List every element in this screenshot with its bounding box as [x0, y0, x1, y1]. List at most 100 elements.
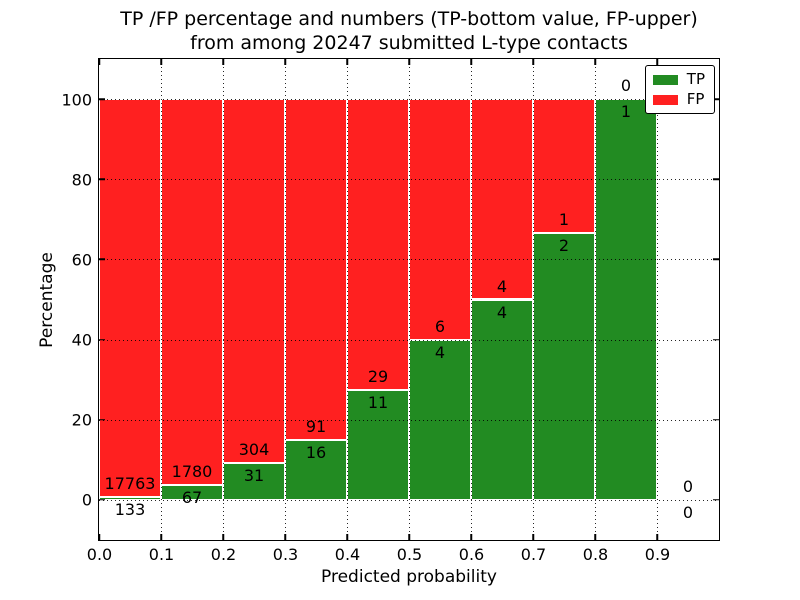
bar-label-tp-3: 16 [305, 442, 327, 462]
x-tick-label-4: 0.4 [334, 545, 361, 564]
x-tick-label-7: 0.7 [520, 545, 547, 564]
y-tick-label-5: 100 [61, 90, 92, 110]
y-tick-right-5 [713, 98, 719, 100]
bar-segment-fp-5 [409, 99, 471, 340]
x-tick-top-9 [656, 59, 658, 65]
bar-segment-fp-1 [161, 99, 223, 486]
x-tick-top-5 [408, 59, 410, 65]
x-tick-label-3: 0.3 [272, 545, 299, 564]
bar-label-tp-2: 31 [243, 465, 265, 485]
bar-segment-tp-6 [471, 299, 533, 500]
gridline-v-3 [285, 59, 286, 540]
y-tick-label-4: 80 [71, 170, 92, 190]
bar-label-fp-4: 29 [367, 366, 389, 386]
legend-item-fp: FP [652, 90, 705, 108]
y-tick-right-0 [713, 499, 719, 501]
bar-segment-tp-0 [99, 496, 161, 500]
legend-label-tp: TP [686, 70, 705, 88]
x-tick-bottom-5 [408, 534, 410, 540]
bar-segment-tp-4 [347, 389, 409, 500]
y-tick-label-0: 0 [81, 490, 92, 510]
y-tick-left-1 [99, 419, 105, 421]
gridline-v-6 [471, 59, 472, 540]
bar-segment-tp-8 [595, 99, 657, 500]
gridline-v-1 [161, 59, 162, 540]
bar-segment-fp-7 [533, 99, 595, 233]
bar-label-fp-7: 1 [558, 209, 570, 229]
x-tick-bottom-4 [346, 534, 348, 540]
x-tick-bottom-7 [532, 534, 534, 540]
bar-label-tp-9: 0 [682, 502, 694, 522]
bar-label-fp-0: 17763 [104, 473, 156, 493]
bar-segment-tp-7 [533, 232, 595, 500]
x-tick-label-1: 0.1 [148, 545, 175, 564]
chart-title-line-2: from among 20247 submitted L-type contac… [190, 32, 628, 54]
gridline-v-2 [223, 59, 224, 540]
bar-label-fp-5: 6 [434, 316, 446, 336]
y-tick-left-5 [99, 98, 105, 100]
x-tick-bottom-3 [284, 534, 286, 540]
bar-label-fp-1: 1780 [171, 462, 213, 482]
bar-segment-fp-4 [347, 99, 409, 390]
chart-title: TP /FP percentage and numbers (TP-bottom… [98, 7, 720, 55]
x-axis-label: Predicted probability [321, 567, 497, 587]
bar-label-tp-1: 67 [181, 488, 203, 508]
x-tick-top-8 [594, 59, 596, 65]
x-tick-top-2 [222, 59, 224, 65]
bar-segment-fp-3 [285, 99, 347, 440]
x-tick-bottom-0 [98, 534, 100, 540]
gridline-v-5 [409, 59, 410, 540]
bar-label-tp-6: 4 [496, 302, 508, 322]
y-tick-left-2 [99, 338, 105, 341]
x-tick-bottom-8 [594, 534, 596, 540]
bar-label-tp-0: 133 [114, 499, 146, 519]
x-tick-label-2: 0.2 [210, 545, 237, 564]
bar-segment-fp-6 [471, 99, 533, 300]
y-tick-label-1: 20 [71, 410, 92, 430]
x-tick-top-1 [160, 59, 162, 65]
gridline-v-7 [533, 59, 534, 540]
x-tick-label-5: 0.5 [396, 545, 423, 564]
bar-label-fp-2: 304 [238, 439, 270, 459]
x-tick-label-0: 0.0 [86, 545, 113, 564]
legend-swatch-fp-icon [652, 94, 678, 105]
gridline-v-8 [595, 59, 596, 540]
bar-label-tp-7: 2 [558, 235, 570, 255]
x-tick-top-0 [98, 59, 100, 65]
bar-segment-fp-2 [223, 99, 285, 463]
x-tick-bottom-9 [656, 534, 658, 540]
x-tick-top-3 [284, 59, 286, 65]
legend-swatch-tp-icon [652, 74, 678, 85]
bar-label-tp-4: 11 [367, 392, 389, 412]
y-tick-label-3: 60 [71, 250, 92, 270]
legend: TP FP [644, 65, 715, 114]
bar-label-fp-3: 91 [305, 416, 327, 436]
bar-label-tp-8: 1 [620, 102, 632, 122]
x-tick-label-6: 0.6 [458, 545, 485, 564]
x-tick-label-8: 0.8 [582, 545, 609, 564]
y-tick-left-4 [99, 178, 105, 180]
y-tick-right-4 [713, 178, 719, 180]
x-tick-bottom-1 [160, 534, 162, 540]
bar-segment-fp-0 [99, 99, 161, 497]
y-tick-label-2: 40 [71, 330, 92, 350]
bar-label-fp-6: 4 [496, 276, 508, 296]
bar-label-fp-9: 0 [682, 476, 694, 496]
chart-title-line-1: TP /FP percentage and numbers (TP-bottom… [120, 8, 698, 30]
legend-label-fp: FP [686, 90, 705, 108]
x-tick-bottom-2 [222, 534, 224, 540]
x-tick-bottom-6 [470, 534, 472, 540]
legend-item-tp: TP [652, 70, 705, 88]
y-tick-right-2 [713, 338, 719, 341]
y-tick-right-1 [713, 419, 719, 421]
x-tick-top-4 [346, 59, 348, 65]
y-tick-left-0 [99, 499, 105, 501]
gridline-v-4 [347, 59, 348, 540]
y-tick-right-3 [713, 258, 719, 261]
bar-label-fp-8: 0 [620, 76, 632, 96]
x-tick-top-7 [532, 59, 534, 65]
x-tick-label-9: 0.9 [644, 545, 671, 564]
gridline-v-9 [657, 59, 658, 540]
plot-area: 17763 133 1780 67 304 31 91 16 29 11 6 4 4 4 1 2 0 1 0 0 TP… [98, 58, 720, 541]
